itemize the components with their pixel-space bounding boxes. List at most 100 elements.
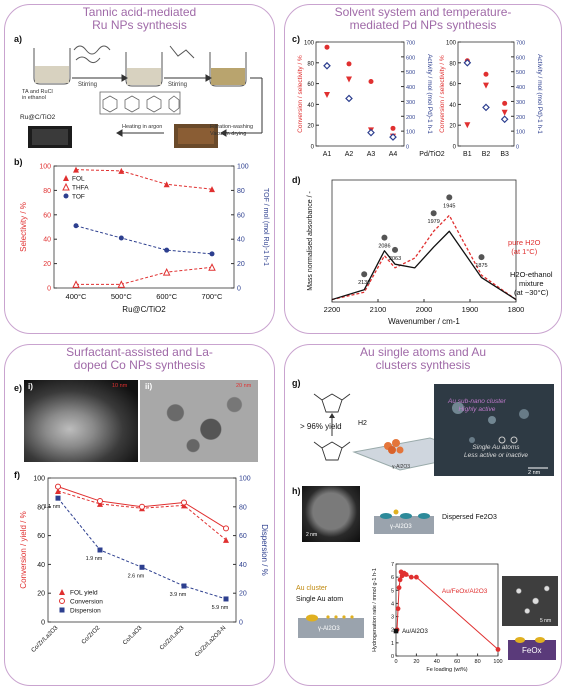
- haadf-image-right: [502, 576, 558, 626]
- y-right-tick-label: 60: [237, 212, 245, 219]
- mixture-annotation-line-3: (at ~30°C): [514, 288, 549, 297]
- data-point: [55, 495, 61, 501]
- panel-a-label: a): [14, 34, 23, 44]
- x-tick-label: 500°C: [111, 292, 133, 301]
- data-point: [395, 606, 401, 612]
- y-tick-label: 100: [39, 164, 51, 171]
- chart-f: 0 0 20 20 40 40 60 60 80 80 100 100 Co/Zr/La2O3 Co/Zr…: [19, 476, 269, 659]
- au-cluster-label: Au cluster: [296, 585, 328, 592]
- y-tick-label: 20: [37, 591, 45, 598]
- single-atom-label-line-1: Single Au atoms: [472, 444, 520, 451]
- synthesis-scheme: [28, 45, 263, 148]
- beaker-icon: [209, 52, 247, 87]
- spectrum-line: [331, 214, 517, 301]
- haadf-scale-right: 5 nm: [540, 618, 552, 624]
- beaker-icon: [125, 52, 163, 87]
- plot-frame: [53, 165, 235, 289]
- y-right-tick-label: 60: [239, 533, 247, 540]
- y-right-tick-label: 20: [239, 591, 247, 598]
- fe-dispersion-scheme: [374, 509, 434, 534]
- molecule-icon: [313, 393, 351, 413]
- structure-icon: [99, 91, 181, 115]
- data-point: [164, 247, 170, 253]
- data-point: [209, 186, 215, 193]
- y-right-tick-label: 200: [516, 115, 525, 121]
- data-point: [162, 268, 171, 276]
- adsorbate-icon: [446, 194, 453, 201]
- cluster-label: Au sub-nano cluster Highly active: [448, 398, 506, 413]
- panel-d-label: d): [292, 175, 301, 185]
- series-line: [57, 490, 227, 541]
- panel-f-label: f): [14, 470, 20, 480]
- peak-label: 1945: [443, 203, 455, 209]
- filtration-label: Filtration-washing Vacuum drying: [210, 124, 253, 137]
- y-tick-label: 6: [391, 575, 394, 581]
- data-point: [118, 167, 125, 174]
- y-right-tick-label: 700: [406, 41, 415, 47]
- adsorbate-icon: [478, 254, 485, 261]
- data-point: [483, 82, 489, 89]
- y-right-tick-label: 200: [406, 115, 415, 121]
- panel-b-label: b): [14, 157, 23, 167]
- panel-2-title: Solvent system and temperature- mediated…: [284, 6, 562, 32]
- data-point: [118, 235, 124, 241]
- support-top-label: γ-Al2O3: [390, 524, 412, 530]
- support-label: γ-Al2O3: [392, 464, 411, 470]
- x-tick-label: 600°C: [156, 292, 178, 301]
- legend-marker: [62, 182, 70, 191]
- panel-3-title-line-1: Surfactant-assisted and La-: [66, 345, 213, 359]
- peak-label: 2130: [358, 280, 370, 286]
- chart-h: 0 1 2 3 4 5 6 7 0 20 40 60 80 100 Fe loading (wt%) Hydr…: [372, 562, 503, 673]
- data-point: [390, 125, 396, 131]
- y-right-tick-label: 500: [406, 70, 415, 76]
- tannic-acid-icon: [73, 45, 111, 55]
- stem-scale: 2 nm: [528, 470, 541, 476]
- reagent-label-line-1: TA and RuCl: [22, 89, 53, 95]
- y-tick-label: 0: [453, 145, 457, 151]
- y-tick-label: 80: [37, 504, 45, 511]
- dispersion-annotation: 3.9 nm: [170, 592, 187, 598]
- y-right-tick-label: 0: [237, 286, 241, 293]
- beaker-icon: [33, 48, 71, 85]
- h2-label: H2: [358, 420, 367, 427]
- y-right-tick-label: 0: [516, 145, 519, 151]
- data-point: [414, 574, 419, 580]
- x-tick-label: A3: [367, 151, 376, 158]
- y-right-tick-label: 0: [239, 620, 243, 627]
- x-tick-label: B1: [463, 151, 472, 158]
- y-axis-label: Selectivity / %: [19, 202, 28, 252]
- legend-label: FOL yield: [70, 590, 98, 597]
- data-point: [55, 487, 61, 494]
- reaction-scheme: [313, 384, 554, 476]
- adsorbate-icon: [430, 210, 437, 217]
- dispersed-label: Dispersed Fe2O3: [442, 514, 497, 521]
- tem-i-label: i): [28, 382, 33, 391]
- tem-ii-scale: 20 nm: [236, 383, 252, 389]
- y-tick-label: 5: [391, 588, 394, 594]
- x-tick-label: 40: [434, 659, 440, 665]
- y-tick-label: 80: [307, 61, 314, 67]
- legend-marker: [63, 175, 69, 181]
- y-tick-label: 7: [391, 562, 394, 568]
- y-right-tick-label: 100: [406, 130, 415, 136]
- y-right-tick-label: 500: [516, 70, 525, 76]
- x-tick-label: 60: [454, 659, 460, 665]
- data-point: [117, 280, 126, 288]
- plot-frame: [315, 41, 405, 147]
- x-tick-label: 20: [413, 659, 419, 665]
- adsorbate-icon: [361, 271, 368, 278]
- peak-label: 2063: [389, 256, 401, 262]
- legend-marker: [59, 598, 65, 604]
- x-tick-label: 700°C: [202, 292, 224, 301]
- legend-label: FOL: [72, 176, 85, 183]
- adsorbate-icon: [392, 246, 399, 253]
- water-annotation-line-2: (at 1°C): [511, 247, 538, 256]
- data-point: [346, 61, 352, 67]
- legend-label: Conversion: [70, 599, 103, 606]
- y-tick-label: 80: [43, 188, 51, 195]
- x-tick-label: Pd/TiO2: [419, 151, 445, 158]
- chart-d: 2200 2100 2000 1900 1800 Wavenumber / cm-1 Mas…: [307, 179, 524, 326]
- y-tick-label: 60: [43, 212, 51, 219]
- data-point: [163, 181, 170, 188]
- y-right-tick-label: 0: [406, 145, 409, 151]
